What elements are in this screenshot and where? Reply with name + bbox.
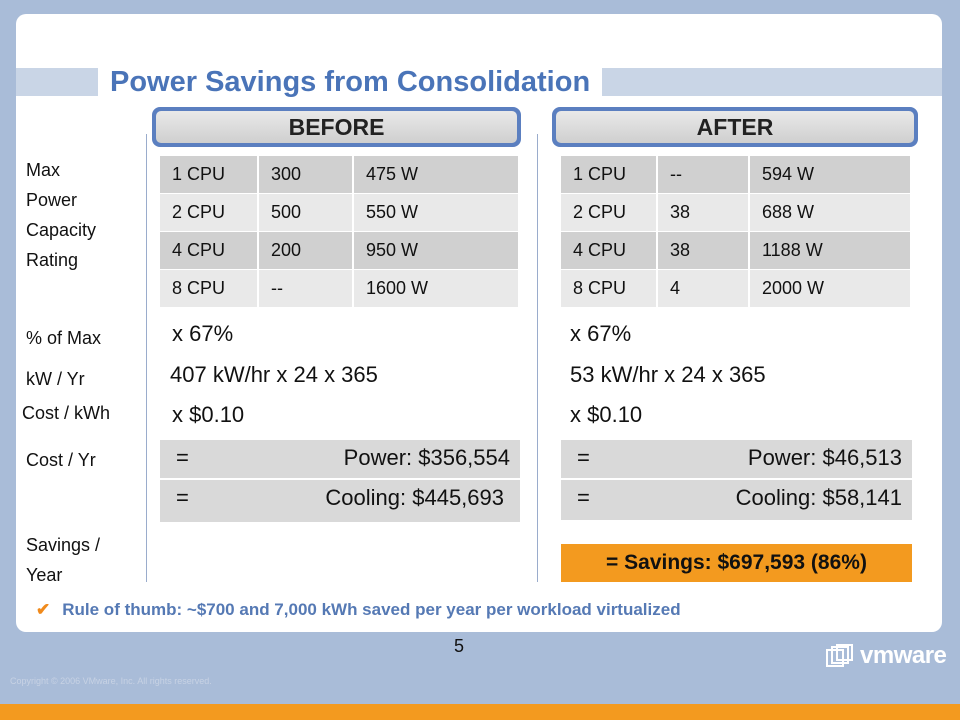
- table-row: 8 CPU -- 1600 W: [160, 269, 520, 308]
- after-cooling-value: Cooling: $58,141: [735, 485, 902, 510]
- table-row: 1 CPU 300 475 W: [160, 156, 520, 194]
- after-header: AFTER: [552, 107, 918, 147]
- after-kw: 53 kW/hr x 24 x 365: [570, 362, 766, 387]
- table-cell: --: [657, 156, 750, 194]
- equals-sign: =: [577, 445, 590, 470]
- logo-mark-icon: [826, 644, 853, 667]
- savings-year-label-1: Savings /: [26, 535, 101, 555]
- after-power-value: Power: $46,513: [747, 445, 902, 470]
- after-label: AFTER: [556, 111, 914, 143]
- checkmark-icon: ✔: [36, 600, 51, 619]
- page-number: 5: [454, 636, 465, 656]
- before-label: BEFORE: [156, 111, 517, 143]
- table-row: 4 CPU 38 1188 W: [561, 231, 912, 270]
- before-cost: x $0.10: [172, 402, 245, 427]
- table-row: 2 CPU 500 550 W: [160, 193, 520, 232]
- left-divider: [146, 134, 147, 582]
- copyright: Copyright © 2006 VMware, Inc. All rights…: [10, 676, 212, 686]
- before-power-row: = Power: $356,554: [160, 440, 520, 478]
- max-power-label-1: Max: [26, 160, 61, 180]
- pct-max-label: % of Max: [26, 328, 102, 348]
- table-cell: 8 CPU: [160, 269, 259, 308]
- savings-box: = Savings: $697,593 (86%): [561, 544, 912, 582]
- table-row: 8 CPU 4 2000 W: [561, 269, 912, 308]
- table-cell: 500: [258, 193, 354, 232]
- cost-kwh-label: Cost / kWh: [22, 403, 111, 423]
- after-cooling-row: = Cooling: $58,141: [561, 478, 912, 518]
- before-cooling-value: Cooling: $445,693: [325, 485, 504, 510]
- after-power-row: = Power: $46,513: [561, 440, 912, 478]
- middle-divider: [537, 134, 538, 582]
- table-cell: 2 CPU: [561, 193, 658, 232]
- before-header: BEFORE: [152, 107, 521, 147]
- table-cell: 950 W: [353, 231, 520, 270]
- kw-yr-label: kW / Yr: [26, 369, 85, 389]
- table-cell: 300: [258, 156, 354, 194]
- before-cooling-row: = Cooling: $445,693: [160, 478, 520, 518]
- after-pct: x 67%: [570, 321, 632, 346]
- after-table: 1 CPU -- 594 W 2 CPU 38 688 W 4 CPU 38 1…: [561, 156, 912, 308]
- table-cell: --: [258, 269, 354, 308]
- max-power-label-2: Power: [26, 190, 78, 210]
- before-table: 1 CPU 300 475 W 2 CPU 500 550 W 4 CPU 20…: [160, 156, 520, 308]
- equals-sign: =: [176, 485, 189, 510]
- equals-sign: =: [176, 445, 189, 470]
- bottom-accent-bar: [0, 704, 960, 720]
- table-cell: 1 CPU: [561, 156, 658, 194]
- table-cell: 1600 W: [353, 269, 520, 308]
- table-cell: 38: [657, 193, 750, 232]
- savings-year-label-2: Year: [26, 565, 63, 585]
- rule-of-thumb: ✔ Rule of thumb: ~$700 and 7,000 kWh save…: [36, 600, 681, 620]
- max-power-label-3: Capacity: [26, 220, 97, 240]
- table-cell: 4 CPU: [561, 231, 658, 270]
- table-cell: 2000 W: [749, 269, 912, 308]
- table-cell: 1 CPU: [160, 156, 259, 194]
- vmware-logo: vmware: [826, 642, 947, 670]
- before-pct: x 67%: [172, 321, 234, 346]
- table-row: 4 CPU 200 950 W: [160, 231, 520, 270]
- table-cell: 594 W: [749, 156, 912, 194]
- after-cost: x $0.10: [570, 402, 643, 427]
- before-results: = Power: $356,554 = Cooling: $445,693: [160, 440, 520, 522]
- table-row: 1 CPU -- 594 W: [561, 156, 912, 194]
- before-power-value: Power: $356,554: [343, 445, 510, 470]
- equals-sign: =: [577, 485, 590, 510]
- table-cell: 200: [258, 231, 354, 270]
- table-cell: 1188 W: [749, 231, 912, 270]
- max-power-label-4: Rating: [26, 250, 79, 270]
- rule-text: Rule of thumb: ~$700 and 7,000 kWh saved…: [62, 600, 681, 619]
- table-cell: 550 W: [353, 193, 520, 232]
- table-cell: 8 CPU: [561, 269, 658, 308]
- cost-yr-label: Cost / Yr: [26, 450, 96, 470]
- table-cell: 4: [657, 269, 750, 308]
- logo-text: vmware: [860, 642, 947, 669]
- table-row: 2 CPU 38 688 W: [561, 193, 912, 232]
- table-cell: 38: [657, 231, 750, 270]
- before-kw: 407 kW/hr x 24 x 365: [170, 362, 378, 387]
- table-cell: 4 CPU: [160, 231, 259, 270]
- slide-title: Power Savings from Consolidation: [98, 62, 603, 102]
- after-results: = Power: $46,513 = Cooling: $58,141: [561, 440, 912, 520]
- table-cell: 2 CPU: [160, 193, 259, 232]
- table-cell: 688 W: [749, 193, 912, 232]
- table-cell: 475 W: [353, 156, 520, 194]
